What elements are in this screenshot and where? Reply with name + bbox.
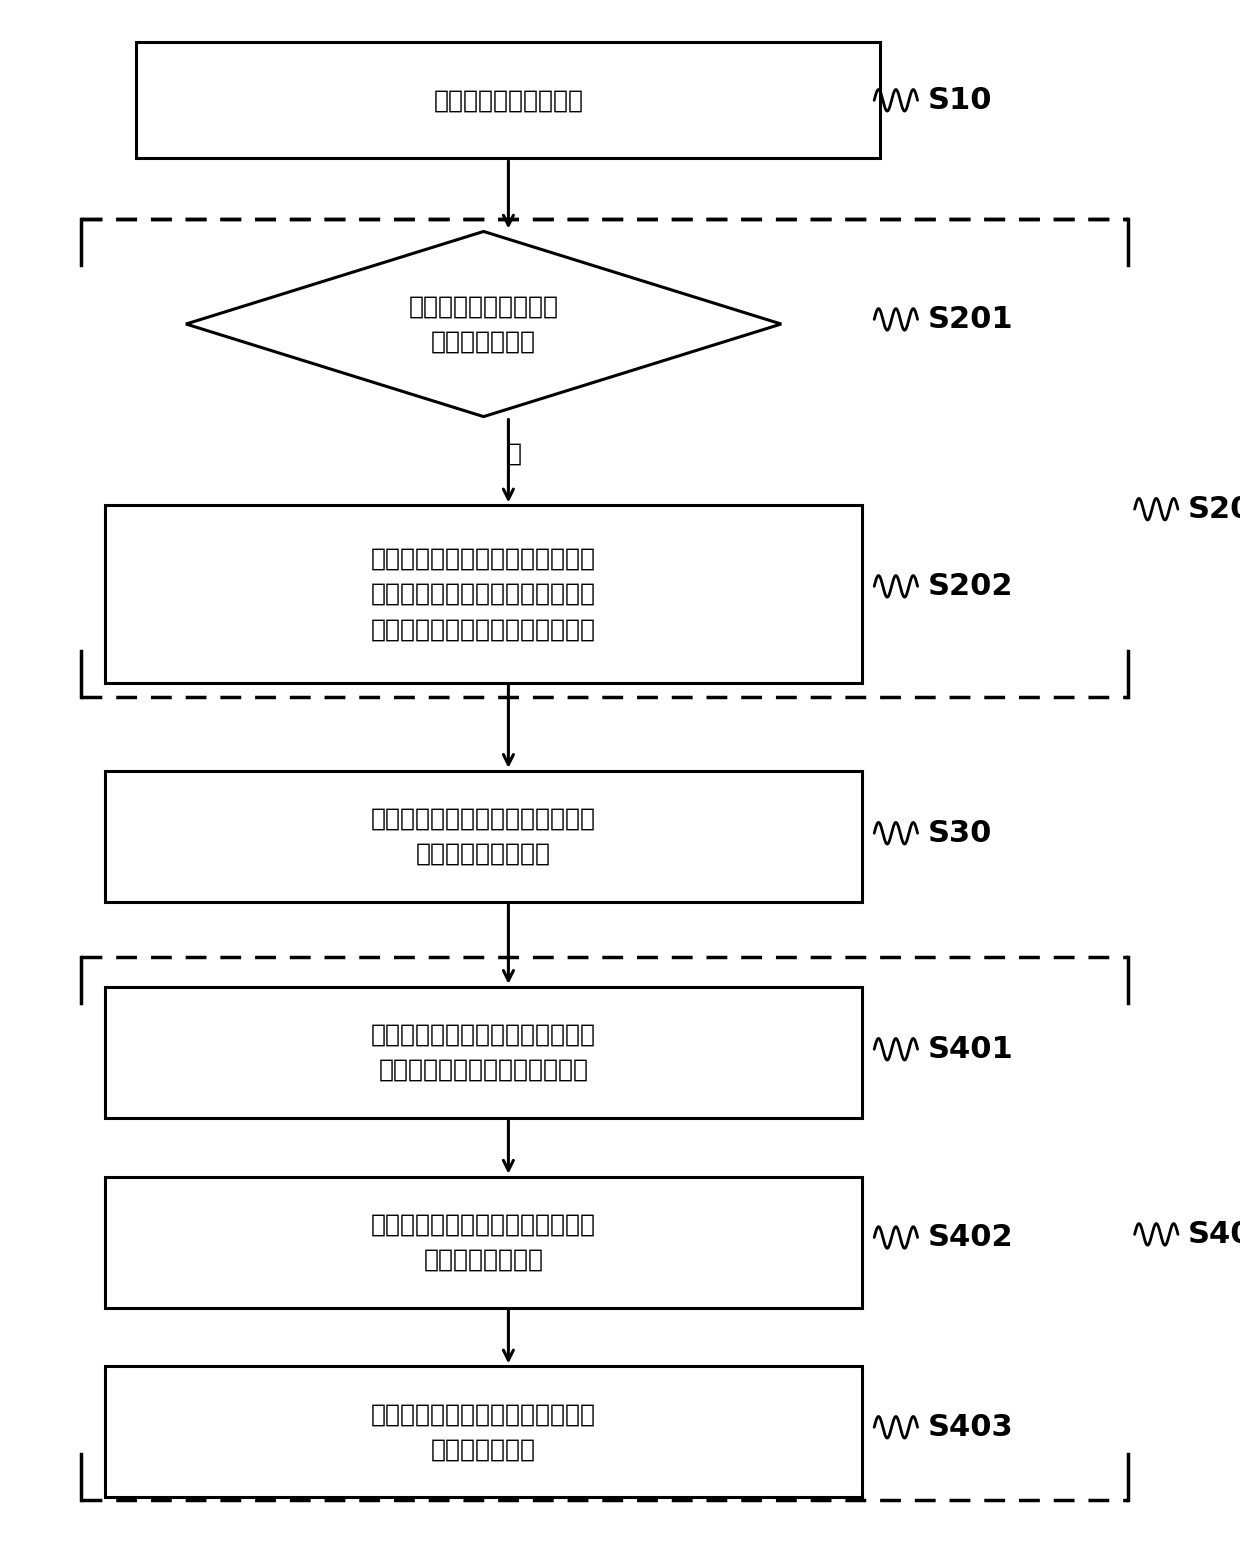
Bar xyxy=(105,1176,862,1308)
Text: S401: S401 xyxy=(928,1035,1013,1063)
Text: S10: S10 xyxy=(928,86,992,114)
Text: S30: S30 xyxy=(928,819,992,847)
Text: 获取无人车的故障信息: 获取无人车的故障信息 xyxy=(434,88,583,113)
Text: S403: S403 xyxy=(928,1413,1013,1441)
Polygon shape xyxy=(186,231,781,417)
Bar xyxy=(105,506,862,682)
Text: 利用调整后的停靠策略控制无人车
停靠在目的区域: 利用调整后的停靠策略控制无人车 停靠在目的区域 xyxy=(371,1403,596,1461)
Text: 是: 是 xyxy=(507,441,522,466)
Text: 根据实时获取的无人车周围的环境
信息调整停靠策略: 根据实时获取的无人车周围的环境 信息调整停靠策略 xyxy=(371,1213,596,1271)
Text: S40: S40 xyxy=(1188,1221,1240,1248)
Bar xyxy=(105,1367,862,1497)
Text: 根据无人车周围的环境信息以及故
障信息生成停靠策略: 根据无人车周围的环境信息以及故 障信息生成停靠策略 xyxy=(371,807,596,866)
Bar xyxy=(105,988,862,1117)
Text: S20: S20 xyxy=(1188,495,1240,523)
Text: 根据故障信息判断是否
控制无人车停靠: 根据故障信息判断是否 控制无人车停靠 xyxy=(409,295,558,353)
Bar xyxy=(105,770,862,901)
Text: 无人车向目的区域行进的过程中，
实时获取无人车周围的环境信息: 无人车向目的区域行进的过程中， 实时获取无人车周围的环境信息 xyxy=(371,1023,596,1082)
Text: S201: S201 xyxy=(928,306,1013,333)
Bar xyxy=(136,42,880,157)
Text: 根据故障信息判断是否启动无人车
的备用传感器，若是，则利用备用
传感器获取无人车周围的环境信息: 根据故障信息判断是否启动无人车 的备用传感器，若是，则利用备用 传感器获取无人车… xyxy=(371,546,596,642)
Text: S402: S402 xyxy=(928,1224,1013,1251)
Text: S202: S202 xyxy=(928,572,1013,600)
